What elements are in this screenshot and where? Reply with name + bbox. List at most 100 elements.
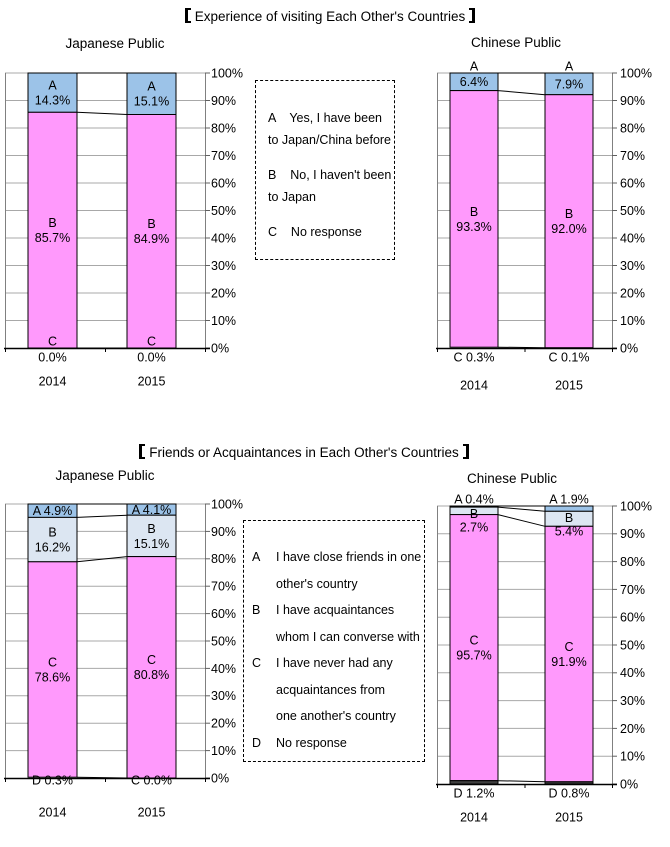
category-label: 2014 [39,805,67,819]
legend-item-a: A I have close friends in one other's co… [252,544,422,597]
legend-friends: A I have close friends in one other's co… [243,520,425,762]
bar-segment-B-2015 [126,514,177,558]
series-connector-line [497,514,546,527]
segment-value-label: 93.3% [456,220,491,234]
chart-title-friends-japanese: Japanese Public [55,468,155,483]
segment-letter-label: B [48,526,56,540]
y-tick-label: 20% [211,717,236,731]
segment-label: D 0.3% [32,773,73,787]
y-tick-label: 90% [620,94,645,108]
series-connector-line [76,556,128,563]
legend-experience: A Yes, I have been to Japan/China before… [255,80,395,260]
segment-letter-label: C [469,634,478,648]
category-label: 2014 [39,374,67,388]
legend-item-d: D No response [252,730,422,757]
bar-segment-B-2014 [449,90,499,348]
segment-letter-label: C [147,653,156,667]
segment-letter-label: C [48,334,57,348]
y-tick-label: 70% [211,580,236,594]
y-tick-label: 60% [211,607,236,621]
segment-value-label: 15.1% [134,95,169,109]
segment-value-label: 84.9% [134,232,169,246]
segment-letter-label: C [147,334,156,348]
y-tick-label: 20% [620,286,645,300]
legend-line: A Yes, I have been [268,111,382,125]
segment-label: A 1.9% [549,492,589,506]
legend-line: No response [276,735,347,750]
series-connector-line [76,776,128,779]
y-tick-label: 10% [620,750,645,764]
legend-item-c: C No response [268,221,392,243]
y-tick-label: 40% [211,231,236,245]
y-tick-label: 70% [620,583,645,597]
y-tick-label: 70% [211,149,236,163]
section-title-text: Experience of visiting Each Other's Coun… [194,8,466,24]
bar-segment-A-2014 [27,72,78,113]
segment-value-label: 7.9% [555,77,584,91]
segment-value-label: 16.2% [35,541,70,555]
category-label: 2014 [460,810,488,824]
y-tick-label: 10% [211,744,236,758]
series-connector-line [497,506,546,512]
segment-label: D 1.2% [454,786,495,800]
legend-line: one another's country [276,709,396,723]
y-tick-label: 100% [620,66,652,80]
segment-value-label: 2.7% [460,521,489,535]
section-title-friends: Friends or Acquaintances in Each Other's… [0,444,608,460]
segment-letter-label: C [48,655,57,669]
bar-segment-B-2014 [27,111,78,349]
legend-line: other's country [276,576,358,591]
segment-value-label: 5.4% [555,525,584,539]
segment-value-label: 15.1% [134,537,169,551]
y-tick-label: 80% [211,552,236,566]
y-tick-label: 80% [620,555,645,569]
category-label: 2015 [555,810,583,824]
legend-item-b: B No, I haven't been to Japan [268,164,392,208]
section-title-experience: Experience of visiting Each Other's Coun… [0,8,660,24]
series-connector-line [497,90,546,96]
category-label: 2014 [460,378,488,392]
y-tick-label: 80% [211,121,236,135]
legend-line: C No response [268,225,362,239]
y-tick-label: 0% [211,341,229,355]
legend-line: to Japan [268,190,316,204]
segment-letter-label: B [147,522,155,536]
legend-letter: A [252,550,261,564]
legend-line: acquaintances from [276,682,386,697]
chart-title-experience-chinese: Chinese Public [470,35,562,50]
y-tick-label: 10% [620,314,645,328]
y-tick-label: 20% [620,722,645,736]
y-tick-label: 0% [620,341,638,355]
legend-item-b: B I have acquaintances whom I can conver… [252,597,422,650]
bar-segment-D-2014 [449,780,499,785]
segment-label: A 4.9% [33,504,73,518]
chart-experience-chinese-public: 0% 10% 20% 30% 40% 50% 60% 70% 80% 90% 100% 2014 201… [436,59,652,392]
segment-value-label: 0.0% [137,350,166,364]
segment-label: A 0.4% [454,492,494,506]
segment-value-label: 92.0% [551,222,586,236]
segment-label: C 0.0% [131,773,172,787]
segment-letter-label: B [48,216,56,230]
y-tick-label: 100% [620,499,652,513]
y-tick-label: 10% [211,314,236,328]
legend-letter: B [252,603,261,617]
bar-segment-C-2014 [449,514,499,782]
legend-line: I have never had any [276,656,393,670]
legend-line: I have close friends in one [276,550,422,564]
series-connector-line [497,780,546,783]
segment-value-label: 78.6% [35,670,70,684]
legend-item-a: A Yes, I have been to Japan/China before [268,107,392,151]
segment-letter-label: A [147,80,156,94]
section-title-text: Friends or Acquaintances in Each Other's… [149,444,459,460]
chart-title-experience-japanese: Japanese Public [65,36,165,51]
bar-segment-B-2015 [126,114,177,349]
legend-letter: D [252,735,262,750]
y-tick-label: 60% [620,176,645,190]
y-tick-label: 50% [620,638,645,652]
segment-letter-label: A [565,59,574,73]
bracket-right-decoration [469,8,476,23]
y-tick-label: 60% [620,611,645,625]
y-tick-label: 30% [211,689,236,703]
segment-letter-label: B [470,205,478,219]
